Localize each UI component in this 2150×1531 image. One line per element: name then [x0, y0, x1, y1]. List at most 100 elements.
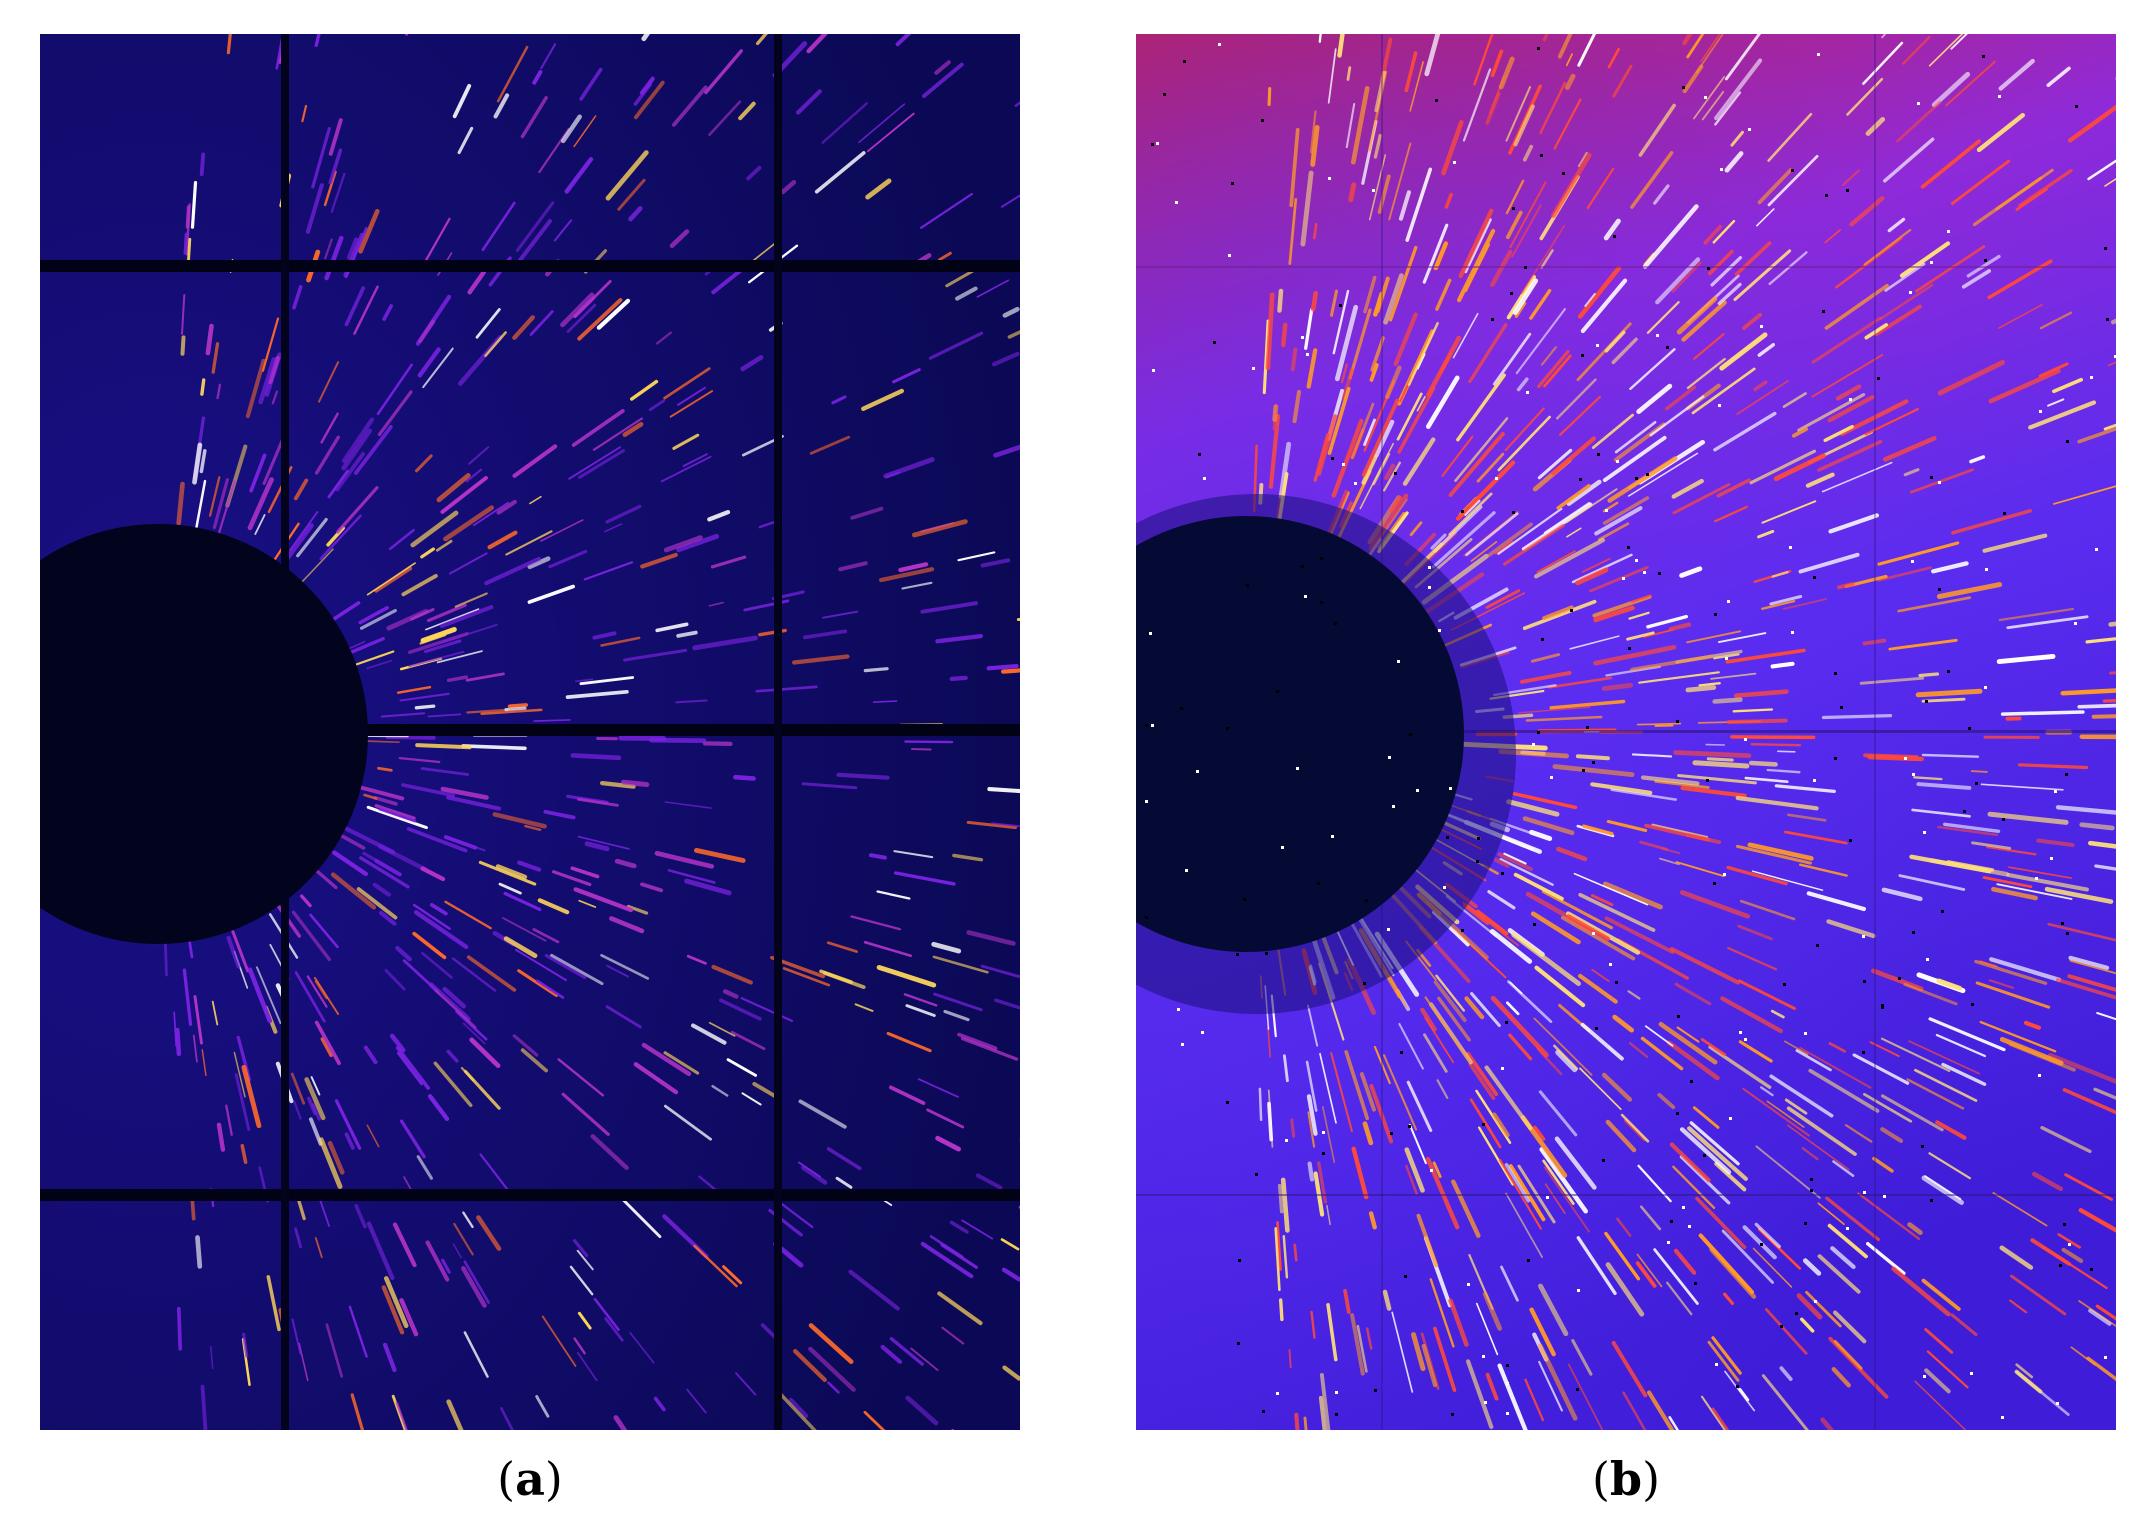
diffraction-streak [520, 1048, 549, 1073]
diffraction-streak [315, 435, 340, 475]
diffraction-streak [503, 891, 542, 912]
pixel-dot [1703, 1154, 1706, 1157]
diffraction-streak [905, 1004, 936, 1017]
pixel-dot [2106, 318, 2109, 321]
diffraction-streak [821, 102, 868, 144]
diffraction-streak [1616, 1217, 1632, 1237]
diffraction-streak [412, 903, 451, 930]
diffraction-streak [1935, 1033, 1987, 1058]
diffraction-streak [1835, 237, 1903, 289]
diffraction-streak [498, 882, 522, 895]
diffraction-streak [505, 530, 553, 556]
diffraction-streak [1405, 1164, 1418, 1195]
diffraction-streak [1492, 1112, 1510, 1138]
diffraction-streak [261, 317, 280, 372]
pixel-dot [1760, 1243, 1763, 1246]
diffraction-streak [1341, 368, 1354, 400]
diffraction-streak [564, 156, 594, 194]
pixel-dot [1532, 743, 1535, 746]
diffraction-streak [2103, 423, 2116, 431]
pixel-dot [1213, 341, 1216, 344]
diffraction-streak [1462, 68, 1492, 142]
diffraction-streak [1909, 468, 1975, 494]
diffraction-streak [1524, 1378, 1545, 1422]
diffraction-streak [822, 610, 859, 619]
diffraction-streak [577, 797, 619, 807]
diffraction-streak [1738, 1040, 1773, 1063]
diffraction-streak [578, 449, 625, 479]
diffraction-streak [1713, 411, 1777, 452]
pixel-dot [1428, 566, 1431, 569]
diffraction-streak [1318, 1395, 1327, 1430]
diffraction-streak [1881, 887, 1923, 902]
diffraction-streak [1267, 1026, 1271, 1058]
pixel-dot [1265, 952, 1268, 955]
diffraction-streak [496, 499, 517, 515]
diffraction-streak [1522, 599, 1597, 631]
diffraction-streak [1331, 418, 1364, 498]
pixel-dot [1729, 1117, 1732, 1120]
diffraction-streak [1880, 1094, 1944, 1132]
diffraction-streak [1476, 452, 1505, 483]
pixel-dot [1524, 266, 1527, 269]
diffraction-streak [819, 969, 853, 984]
diffraction-streak [366, 1221, 395, 1281]
diffraction-streak [454, 592, 488, 608]
diffraction-streak [1639, 840, 1669, 851]
diffraction-streak [1628, 611, 1650, 620]
diffraction-streak [926, 1108, 965, 1129]
diffraction-streak [848, 1269, 900, 1311]
diffraction-streak [1384, 365, 1402, 400]
diffraction-streak [966, 930, 1016, 946]
pixel-dot [1760, 325, 1763, 328]
diffraction-streak [1950, 34, 1968, 50]
pixel-dot [1780, 1325, 1783, 1328]
pixel-dot [2090, 1268, 2093, 1271]
diffraction-streak [1294, 1412, 1300, 1430]
diffraction-streak [617, 178, 646, 211]
diffraction-streak [1777, 750, 1796, 753]
diffraction-streak [1351, 1146, 1369, 1200]
diffraction-streak [1307, 1111, 1316, 1148]
diffraction-streak [1497, 415, 1551, 472]
diffraction-streak [1544, 1183, 1566, 1214]
pixel-dot [1926, 958, 1929, 961]
diffraction-streak [1435, 974, 1465, 1012]
diffraction-streak [707, 509, 731, 522]
diffraction-streak [1825, 1196, 1881, 1242]
diffraction-streak [1924, 1368, 1951, 1394]
diffraction-streak [1824, 283, 1889, 330]
diffraction-streak [872, 700, 898, 703]
diffraction-streak [641, 34, 651, 42]
diffraction-streak [1281, 322, 1288, 348]
diffraction-streak [210, 1345, 214, 1370]
diffraction-streak [1310, 290, 1318, 312]
diffraction-streak [382, 304, 394, 321]
diffraction-streak [541, 1315, 577, 1367]
diffraction-streak [451, 957, 497, 992]
pixel-dot [1602, 1159, 1605, 1162]
diffraction-streak [1437, 996, 1471, 1042]
diffraction-streak [314, 1237, 323, 1258]
diffraction-streak [623, 648, 688, 662]
diffraction-streak [200, 1384, 208, 1430]
diffraction-streak [1458, 208, 1494, 279]
diffraction-streak [1575, 567, 1609, 586]
diffraction-streak [1714, 91, 1742, 126]
diffraction-streak [1832, 1310, 1867, 1344]
diffraction-streak [436, 650, 483, 664]
diffraction-streak [858, 103, 906, 144]
diffraction-streak [1748, 760, 1778, 767]
pixel-dot [1971, 1003, 1974, 1006]
diffraction-streak [614, 858, 637, 869]
diffraction-streak [2096, 1012, 2116, 1021]
diffraction-streak [291, 910, 331, 962]
diffraction-streak [1713, 653, 1740, 660]
diffraction-streak [655, 622, 689, 633]
diffraction-streak [994, 998, 1020, 1010]
diffraction-streak [527, 584, 576, 604]
pixel-dot [1301, 336, 1304, 339]
diffraction-streak [1276, 1221, 1282, 1271]
diffraction-streak [640, 882, 664, 893]
diffraction-streak [1628, 1042, 1649, 1058]
